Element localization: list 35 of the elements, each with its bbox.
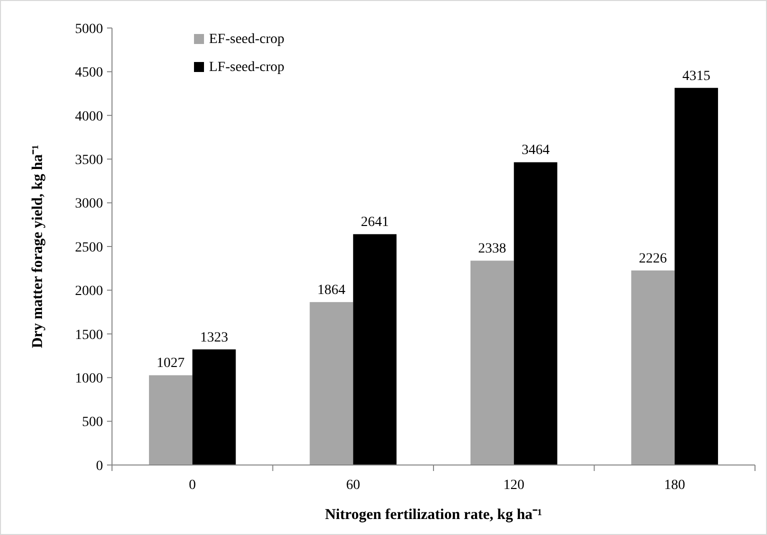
x-tick-label: 0 xyxy=(188,478,196,493)
data-label: 4315 xyxy=(682,68,710,84)
bar xyxy=(514,162,558,465)
x-tick-label: 120 xyxy=(503,478,524,493)
y-tick-label: 3500 xyxy=(75,153,103,168)
bar xyxy=(470,260,514,465)
data-label: 3464 xyxy=(522,143,550,158)
bar xyxy=(310,302,354,465)
y-tick-label: 4500 xyxy=(75,66,103,81)
legend-label: LF-seed-crop xyxy=(209,60,284,75)
y-tick-label: 2000 xyxy=(75,284,103,300)
y-tick-label: 4000 xyxy=(75,109,103,124)
bar xyxy=(631,270,675,465)
legend-label: EF-seed-crop xyxy=(209,32,284,47)
bar xyxy=(192,349,236,465)
y-tick-label: 0 xyxy=(96,458,103,474)
bar xyxy=(148,375,192,465)
y-tick-label: 3000 xyxy=(75,196,103,212)
data-label: 2338 xyxy=(478,242,506,257)
y-tick-label: 5000 xyxy=(75,22,103,37)
x-tick-label: 60 xyxy=(346,478,360,493)
data-label: 2641 xyxy=(360,215,389,230)
data-label: 1323 xyxy=(200,330,228,346)
bar xyxy=(353,234,397,465)
y-tick-label: 2500 xyxy=(75,240,103,256)
y-axis-title: Dry matter forage yield, kg ha⁻¹ xyxy=(30,144,46,348)
x-tick-label: 180 xyxy=(664,478,686,493)
data-label: 1864 xyxy=(317,283,346,298)
bar xyxy=(674,88,718,465)
y-tick-label: 500 xyxy=(82,415,103,430)
data-label: 2226 xyxy=(638,251,667,266)
data-label: 1027 xyxy=(156,356,185,372)
y-tick-label: 1500 xyxy=(75,328,103,343)
x-axis-title: Nitrogen fertilization rate, kg ha⁻¹ xyxy=(324,507,542,523)
y-tick-label: 1000 xyxy=(75,372,103,386)
